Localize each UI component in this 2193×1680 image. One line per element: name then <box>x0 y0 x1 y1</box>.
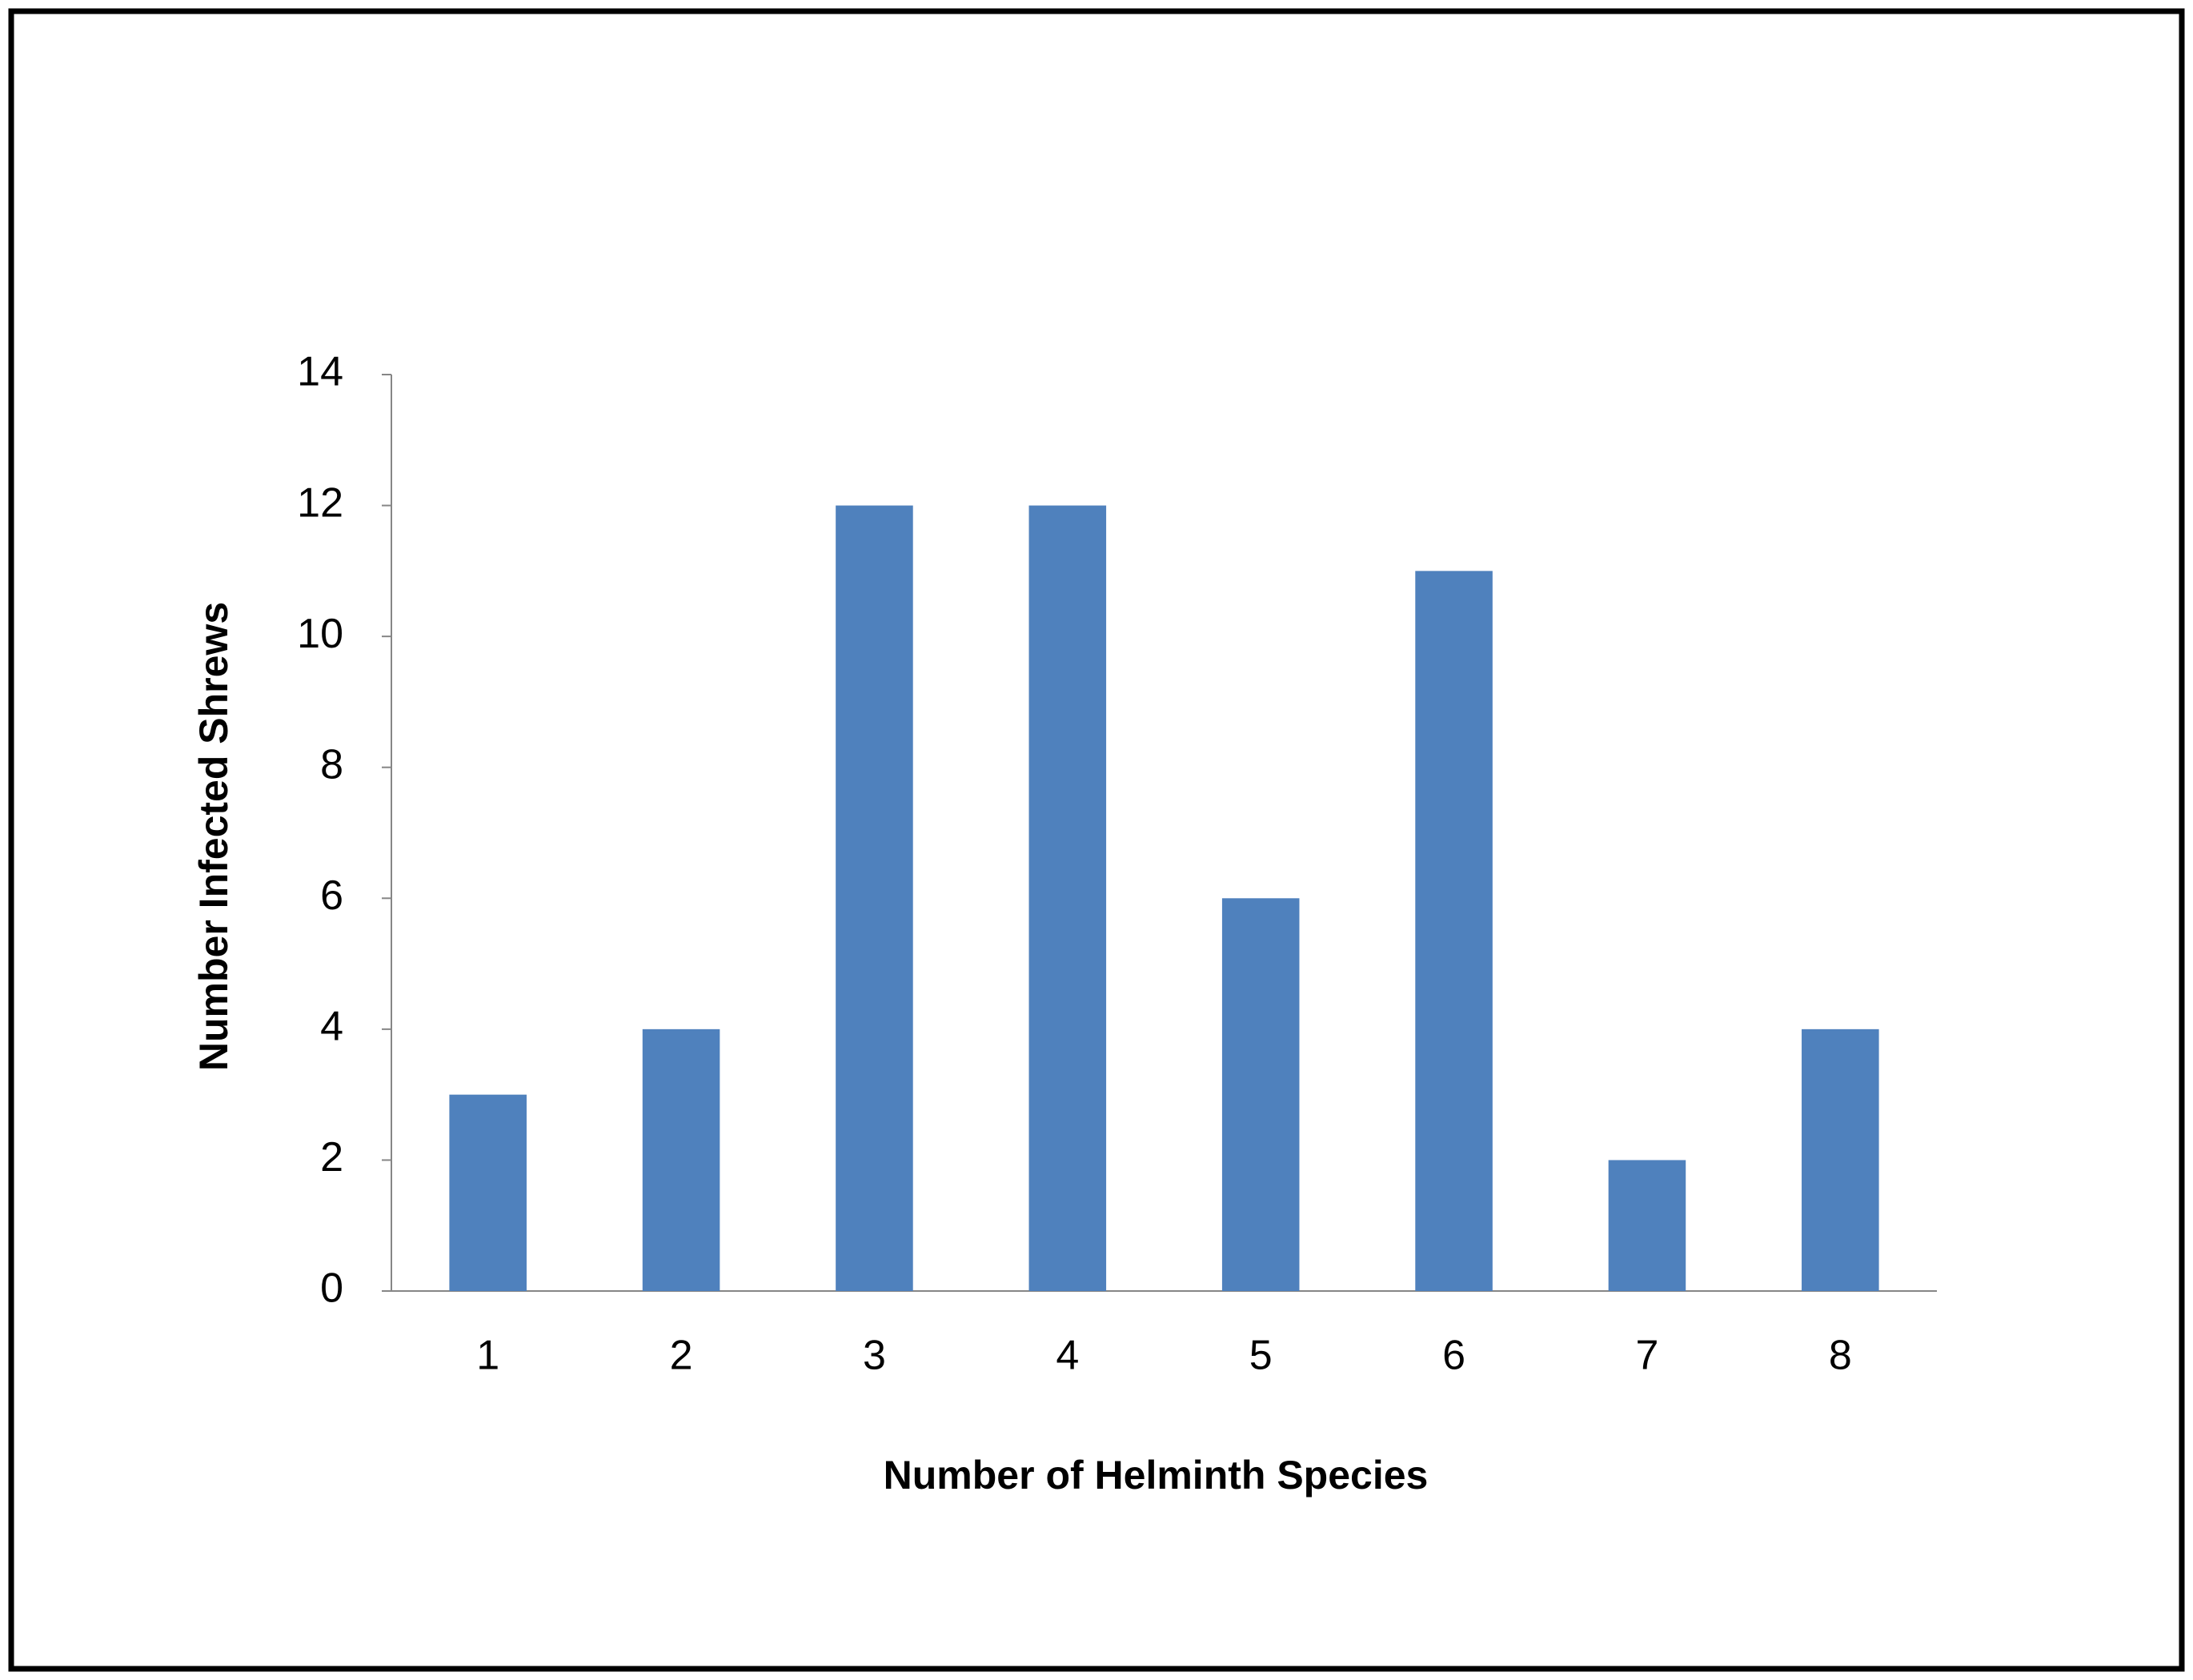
x-tick-label: 1 <box>476 1333 499 1379</box>
y-tick-label: 14 <box>297 349 343 395</box>
bar <box>1221 898 1300 1291</box>
y-tick-label: 10 <box>297 611 343 657</box>
x-axis-title: Number of Helminth Species <box>884 1453 1429 1498</box>
bar <box>642 1028 720 1291</box>
y-tick-label: 6 <box>320 872 343 919</box>
bar <box>1028 505 1107 1291</box>
x-tick-label: 5 <box>1249 1333 1273 1379</box>
y-tick-label: 0 <box>320 1265 343 1312</box>
bar <box>1802 1028 1879 1291</box>
x-tick-label: 4 <box>1056 1333 1079 1379</box>
x-tick-label: 3 <box>863 1333 886 1379</box>
y-tick-label: 8 <box>320 741 343 788</box>
y-tick-label: 4 <box>320 1004 343 1050</box>
y-axis-title: Number Infected Shrews <box>191 602 236 1071</box>
x-tick-label: 2 <box>670 1333 693 1379</box>
x-tick-label: 7 <box>1635 1333 1658 1379</box>
x-tick-label: 8 <box>1829 1333 1852 1379</box>
bar <box>836 505 913 1291</box>
x-tick-label: 6 <box>1442 1333 1465 1379</box>
y-tick-label: 12 <box>297 479 343 526</box>
bar <box>449 1094 527 1291</box>
bar <box>1608 1160 1686 1291</box>
bar <box>1415 571 1493 1291</box>
y-tick-label: 2 <box>320 1134 343 1181</box>
